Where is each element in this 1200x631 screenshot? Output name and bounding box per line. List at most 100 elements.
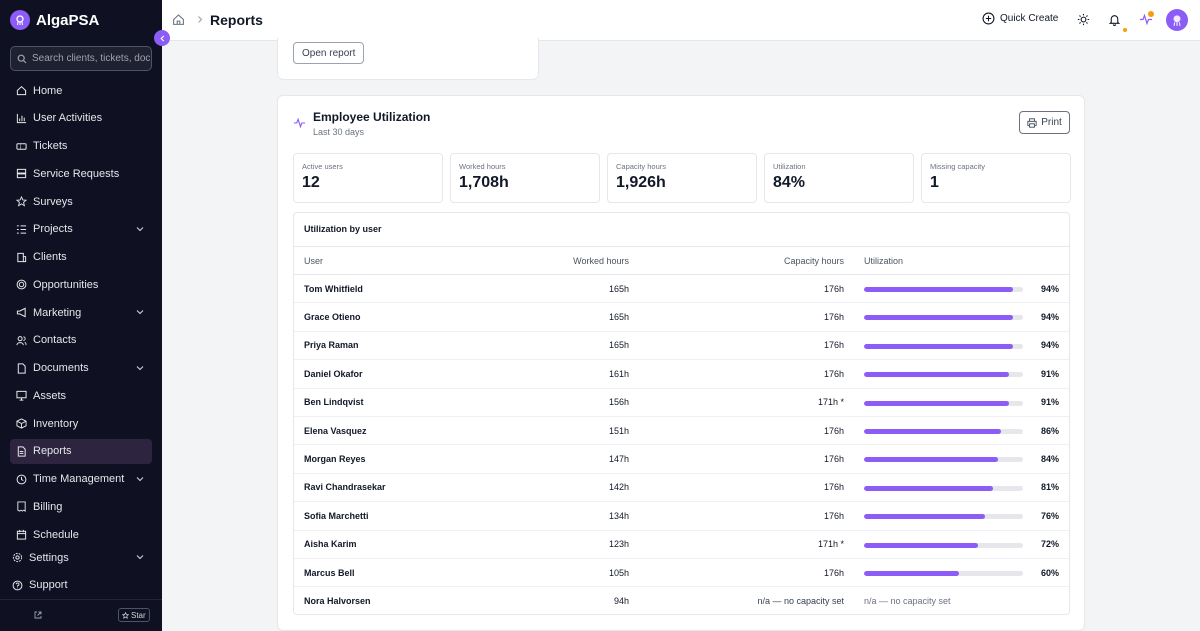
external-link-icon[interactable] (34, 611, 42, 619)
cell-worked-hours: 161h (608, 368, 629, 379)
utilization-bar (864, 287, 1023, 292)
utilization-bar-fill (864, 514, 985, 520)
sidebar-item-billing[interactable]: Billing (10, 494, 152, 519)
utilization-bar (864, 542, 1023, 548)
utilization-bar-fill (864, 400, 1009, 406)
bell-icon[interactable] (1108, 13, 1121, 26)
cell-capacity-hours: 176h (823, 368, 844, 379)
column-header-utilization[interactable]: Utilization (864, 255, 904, 266)
sun-icon[interactable] (1077, 13, 1090, 26)
chevron-right-icon (198, 16, 203, 23)
table-row[interactable]: Nora Halvorsen 94h n/a — no capacity set n/… (294, 587, 1069, 614)
stat-missing-capacity: Missing capacity 1 (921, 153, 1071, 203)
sidebar-footer: Star (0, 599, 162, 631)
column-header-user[interactable]: User (304, 255, 324, 266)
sidebar-item-surveys[interactable]: Surveys (10, 189, 152, 214)
box-icon (16, 418, 27, 429)
utilization-bar-fill (864, 287, 1014, 292)
table-row[interactable]: Grace Otieno 165h 176h 94% (294, 303, 1069, 332)
utilization-bar (864, 514, 1023, 520)
table-row[interactable]: Elena Vasquez 151h 176h 86% (294, 417, 1069, 446)
table-row[interactable]: Marcus Bell 105h 176h 60% (294, 559, 1069, 588)
table-row[interactable]: Aisha Karim 123h 171h * 72% (294, 531, 1069, 559)
sidebar-item-documents[interactable]: Documents (10, 356, 152, 381)
sidebar-item-label: Projects (33, 223, 73, 236)
sidebar-item-label: Time Management (33, 473, 125, 485)
open-report-button[interactable]: Open report (293, 42, 365, 64)
employee-utilization-card: Employee Utilization Last 30 days Print … (277, 95, 1085, 631)
star-label: Star (131, 610, 146, 620)
stat-value: 84% (773, 174, 806, 191)
cell-utilization-percent: 94% (1040, 283, 1059, 294)
table-row[interactable]: Morgan Reyes 147h 176h 84% (294, 445, 1069, 474)
search-input[interactable] (32, 53, 150, 64)
table-row[interactable]: Daniel Okafor 161h 176h 91% (294, 360, 1069, 389)
server-icon (16, 169, 27, 179)
sidebar-item-label: Reports (33, 445, 72, 458)
sidebar-item-user-activities[interactable]: User Activities (10, 106, 152, 131)
sidebar-item-assets[interactable]: Assets (10, 383, 152, 408)
sidebar-item-contacts[interactable]: Contacts (10, 328, 152, 353)
sidebar-item-projects[interactable]: Projects (10, 217, 152, 242)
printer-icon (1027, 117, 1037, 128)
cell-worked-hours: 105h (608, 567, 629, 578)
print-button[interactable]: Print (1019, 111, 1070, 134)
table-row[interactable]: Ben Lindqvist 156h 171h * 91% (294, 389, 1069, 417)
chevron-left-icon (159, 34, 164, 42)
sidebar-item-reports[interactable]: Reports (10, 438, 152, 464)
search-box[interactable] (10, 46, 152, 71)
cell-utilization-percent: 94% (1040, 312, 1059, 323)
column-header-worked[interactable]: Worked hours (573, 255, 629, 266)
page-title: Reports (210, 12, 263, 28)
sidebar-bottom: Settings Support (10, 545, 152, 601)
stat-label: Worked hours (459, 162, 506, 171)
building-icon (17, 252, 27, 262)
activity-icon[interactable] (1139, 13, 1153, 26)
sidebar-item-inventory[interactable]: Inventory (10, 411, 152, 436)
stat-active-users: Active users 12 (293, 153, 443, 203)
collapse-sidebar-button[interactable] (154, 30, 170, 46)
sidebar-item-tickets[interactable]: Tickets (10, 134, 152, 159)
sidebar-item-label: Opportunities (33, 278, 99, 291)
sidebar-item-time-management[interactable]: Time Management (10, 467, 152, 492)
report-subtitle: Last 30 days (313, 127, 365, 137)
sidebar-item-clients[interactable]: Clients (10, 245, 152, 270)
sidebar-item-label: Assets (33, 389, 67, 402)
cell-capacity-hours: 171h * (817, 539, 844, 550)
column-header-capacity[interactable]: Capacity hours (783, 255, 844, 266)
cell-user: Elena Vasquez (304, 425, 367, 436)
receipt-icon (17, 501, 26, 513)
sidebar-item-marketing[interactable]: Marketing (10, 300, 152, 325)
cell-utilization-percent: 60% (1040, 567, 1059, 578)
cell-worked-hours: 165h (608, 283, 629, 294)
sidebar-item-opportunities[interactable]: Opportunities (10, 272, 152, 297)
brand[interactable]: AlgaPSA (10, 10, 99, 30)
stat-capacity-hours: Capacity hours 1,926h (607, 153, 757, 203)
table-row[interactable]: Priya Raman 165h 176h 94% (294, 332, 1069, 361)
cell-capacity-hours: 176h (823, 283, 844, 294)
avatar[interactable] (1166, 9, 1188, 31)
target-icon (16, 279, 27, 290)
star-icon (16, 196, 27, 207)
sidebar-item-support[interactable]: Support (10, 573, 152, 598)
home-icon[interactable] (172, 13, 185, 26)
cell-utilization-percent: 91% (1040, 368, 1059, 379)
gear-icon (12, 552, 23, 563)
chevron-down-icon (136, 476, 144, 481)
sidebar-item-schedule[interactable]: Schedule (10, 522, 152, 547)
table-row[interactable]: Ravi Chandrasekar 142h 176h 81% (294, 474, 1069, 503)
print-label: Print (1041, 117, 1062, 128)
users-icon (16, 335, 27, 345)
table-row[interactable]: Sofia Marchetti 134h 176h 76% (294, 502, 1069, 531)
chevron-down-icon (136, 310, 144, 315)
cell-user: Morgan Reyes (304, 454, 366, 465)
quick-create-label: Quick Create (1000, 13, 1059, 24)
cell-user: Ravi Chandrasekar (304, 482, 386, 493)
sidebar-item-home[interactable]: Home (10, 78, 152, 103)
activity-icon (293, 117, 306, 129)
quick-create-button[interactable]: Quick Create (982, 12, 1058, 25)
sidebar-item-settings[interactable]: Settings (10, 545, 152, 570)
github-star-button[interactable]: Star (118, 608, 150, 622)
table-row[interactable]: Tom Whitfield 165h 176h 94% (294, 275, 1069, 304)
sidebar-item-service-requests[interactable]: Service Requests (10, 161, 152, 186)
